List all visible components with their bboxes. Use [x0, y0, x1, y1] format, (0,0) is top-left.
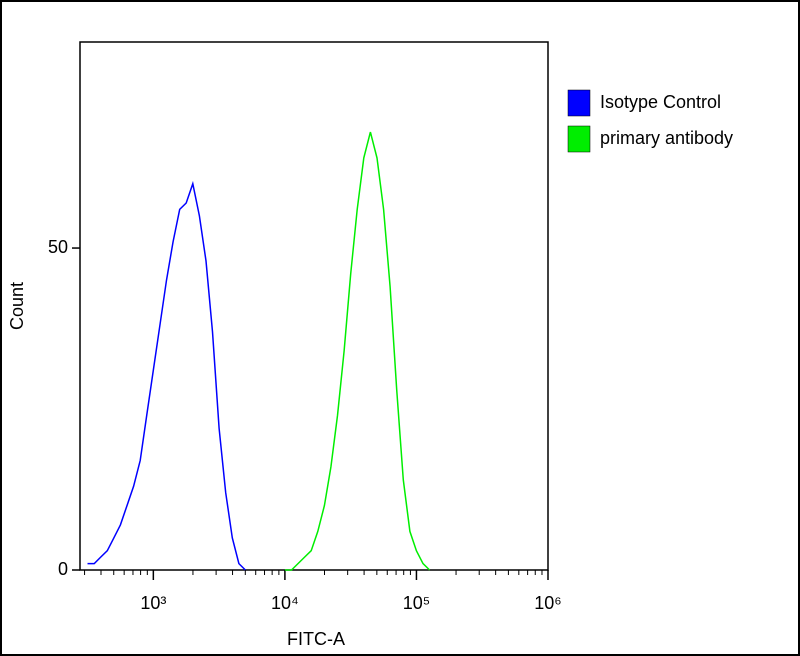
y-axis-label: Count [7, 282, 27, 330]
y-tick-label: 0 [58, 559, 68, 579]
x-axis-label: FITC-A [287, 629, 345, 649]
legend-swatch [567, 89, 591, 117]
series-line [284, 131, 431, 571]
legend-label: primary antibody [600, 128, 733, 148]
legend-swatch [567, 125, 591, 153]
plot-area [79, 41, 549, 571]
x-tick-label: 10⁶ [534, 593, 561, 613]
x-tick-label: 10⁵ [403, 593, 430, 613]
y-tick-label: 50 [48, 237, 68, 257]
x-tick-label: 10³ [140, 593, 166, 613]
legend-label: Isotype Control [600, 92, 721, 112]
series-line [87, 180, 246, 571]
x-tick-label: 10⁴ [271, 593, 299, 613]
